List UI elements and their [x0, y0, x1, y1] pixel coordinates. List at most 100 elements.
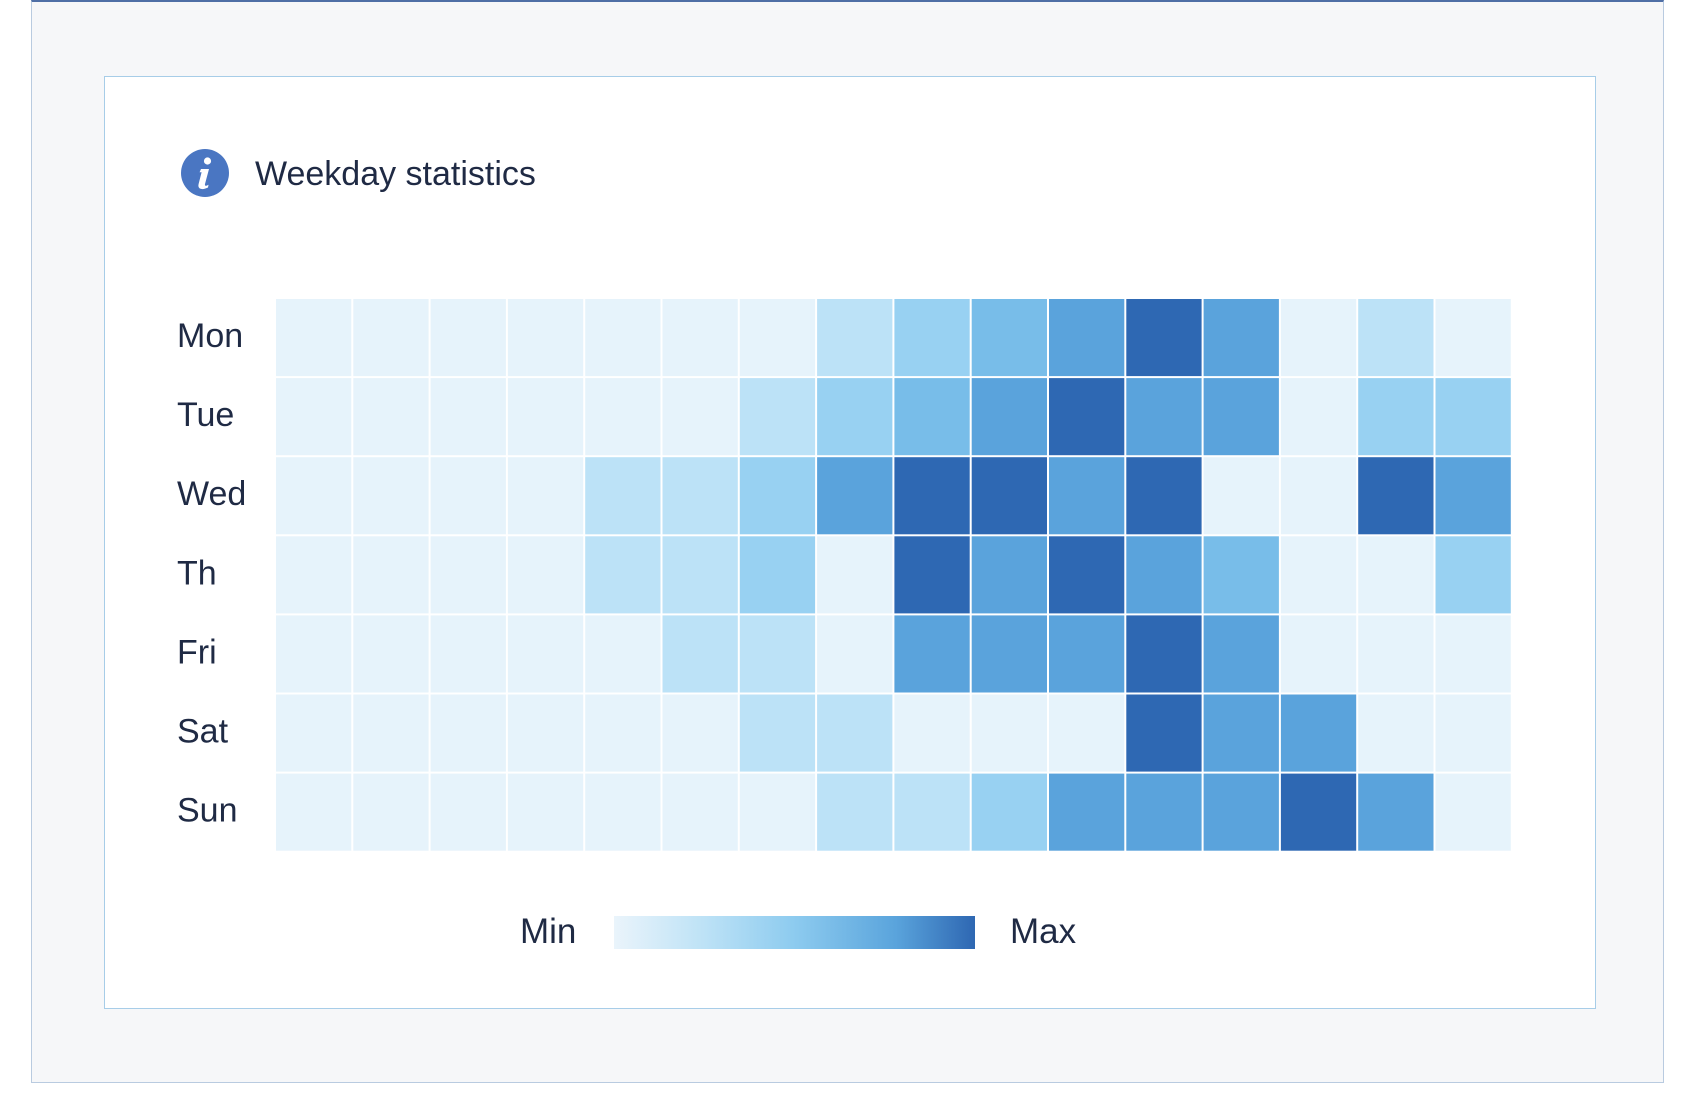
heatmap-cell: [507, 457, 584, 535]
heatmap-cell: [585, 773, 661, 851]
heatmap-cell: [1280, 694, 1357, 772]
heatmap-cell: [971, 773, 1047, 851]
heatmap-cell: [507, 773, 584, 851]
heatmap-cell: [1358, 694, 1434, 772]
heatmap-cell: [430, 615, 506, 693]
heatmap-cell: [1280, 615, 1357, 693]
heatmap-cell: [739, 299, 816, 377]
heatmap-cell: [1049, 299, 1125, 377]
heatmap-cell: [894, 694, 970, 772]
heatmap-cell: [739, 536, 816, 614]
row-label-fri: Fri: [177, 633, 217, 671]
heatmap-cell: [1203, 536, 1279, 614]
heatmap-cell: [585, 299, 661, 377]
heatmap-cell: [1126, 615, 1202, 693]
heatmap-cell: [276, 694, 352, 772]
row-label-mon: Mon: [177, 317, 243, 355]
heatmap-cell: [1280, 299, 1357, 377]
heatmap-cell: [1203, 457, 1279, 535]
heatmap-cell: [971, 457, 1047, 535]
heatmap-cell: [585, 378, 661, 456]
heatmap-cell: [353, 457, 429, 535]
heatmap-cell: [1358, 536, 1434, 614]
legend-gradient-bar: [614, 916, 975, 949]
heatmap-cell: [585, 694, 661, 772]
heatmap-cell: [817, 694, 893, 772]
heatmap-cell: [276, 536, 352, 614]
heatmap-cell: [662, 773, 738, 851]
heatmap-cell: [430, 457, 506, 535]
row-label-wed: Wed: [177, 475, 246, 513]
heatmap-cell: [1435, 457, 1511, 535]
heatmap-cell: [1280, 773, 1357, 851]
heatmap-cell: [1203, 378, 1279, 456]
heatmap-cell: [1435, 299, 1511, 377]
heatmap-cell: [1203, 694, 1279, 772]
heatmap-cell: [1435, 773, 1511, 851]
heatmap-cell: [817, 615, 893, 693]
heatmap-cell: [1280, 536, 1357, 614]
heatmap-cell: [739, 378, 816, 456]
heatmap-cell: [1358, 615, 1434, 693]
heatmap-cell: [507, 536, 584, 614]
heatmap-cell: [585, 457, 661, 535]
row-label-sat: Sat: [177, 713, 229, 751]
heatmap-cell: [585, 536, 661, 614]
heatmap-cell: [1049, 773, 1125, 851]
heatmap-cell: [430, 773, 506, 851]
heatmap-cell: [894, 773, 970, 851]
heatmap-cell: [1280, 378, 1357, 456]
heatmap-cell: [353, 299, 429, 377]
heatmap-cell: [1126, 299, 1202, 377]
heatmap-cell: [1126, 694, 1202, 772]
legend-max-label: Max: [1010, 912, 1077, 951]
heatmap-cell: [817, 378, 893, 456]
heatmap-cell: [1049, 615, 1125, 693]
heatmap-cell: [276, 457, 352, 535]
card-title: Weekday statistics: [255, 155, 536, 193]
heatmap-cell: [739, 773, 816, 851]
legend-min-label: Min: [520, 912, 577, 951]
heatmap-cell: [894, 615, 970, 693]
heatmap-cell: [353, 615, 429, 693]
heatmap-cell: [1358, 457, 1434, 535]
heatmap-cell: [662, 299, 738, 377]
heatmap-cell: [507, 378, 584, 456]
row-label-sun: Sun: [177, 792, 238, 830]
heatmap-cell: [430, 378, 506, 456]
heatmap-cell: [1435, 536, 1511, 614]
heatmap-cell: [894, 457, 970, 535]
heatmap-cell: [1126, 536, 1202, 614]
heatmap-cell: [1126, 773, 1202, 851]
heatmap-cell: [817, 299, 893, 377]
heatmap-cell: [662, 378, 738, 456]
heatmap-cell: [430, 536, 506, 614]
heatmap-cell: [662, 457, 738, 535]
heatmap-cell: [1435, 615, 1511, 693]
heatmap-cell: [662, 615, 738, 693]
heatmap-cell: [276, 773, 352, 851]
info-icon[interactable]: [180, 148, 230, 198]
heatmap-cell: [585, 615, 661, 693]
heatmap-cell: [894, 536, 970, 614]
heatmap-cell: [1126, 378, 1202, 456]
heatmap-cell: [276, 378, 352, 456]
heatmap-cell: [971, 378, 1047, 456]
heatmap-cell: [817, 536, 893, 614]
heatmap-cell: [1049, 536, 1125, 614]
heatmap-cell: [353, 536, 429, 614]
heatmap-cell: [507, 615, 584, 693]
heatmap-cell: [507, 299, 584, 377]
heatmap-cell: [1203, 615, 1279, 693]
heatmap-cell: [276, 615, 352, 693]
heatmap-cell: [353, 773, 429, 851]
heatmap-cell: [1203, 299, 1279, 377]
heatmap-cell: [1358, 378, 1434, 456]
heatmap-cell: [894, 378, 970, 456]
heatmap-cell: [971, 615, 1047, 693]
heatmap-cell: [276, 299, 352, 377]
heatmap-cell: [1049, 457, 1125, 535]
heatmap-cell: [739, 615, 816, 693]
heatmap-cell: [971, 536, 1047, 614]
